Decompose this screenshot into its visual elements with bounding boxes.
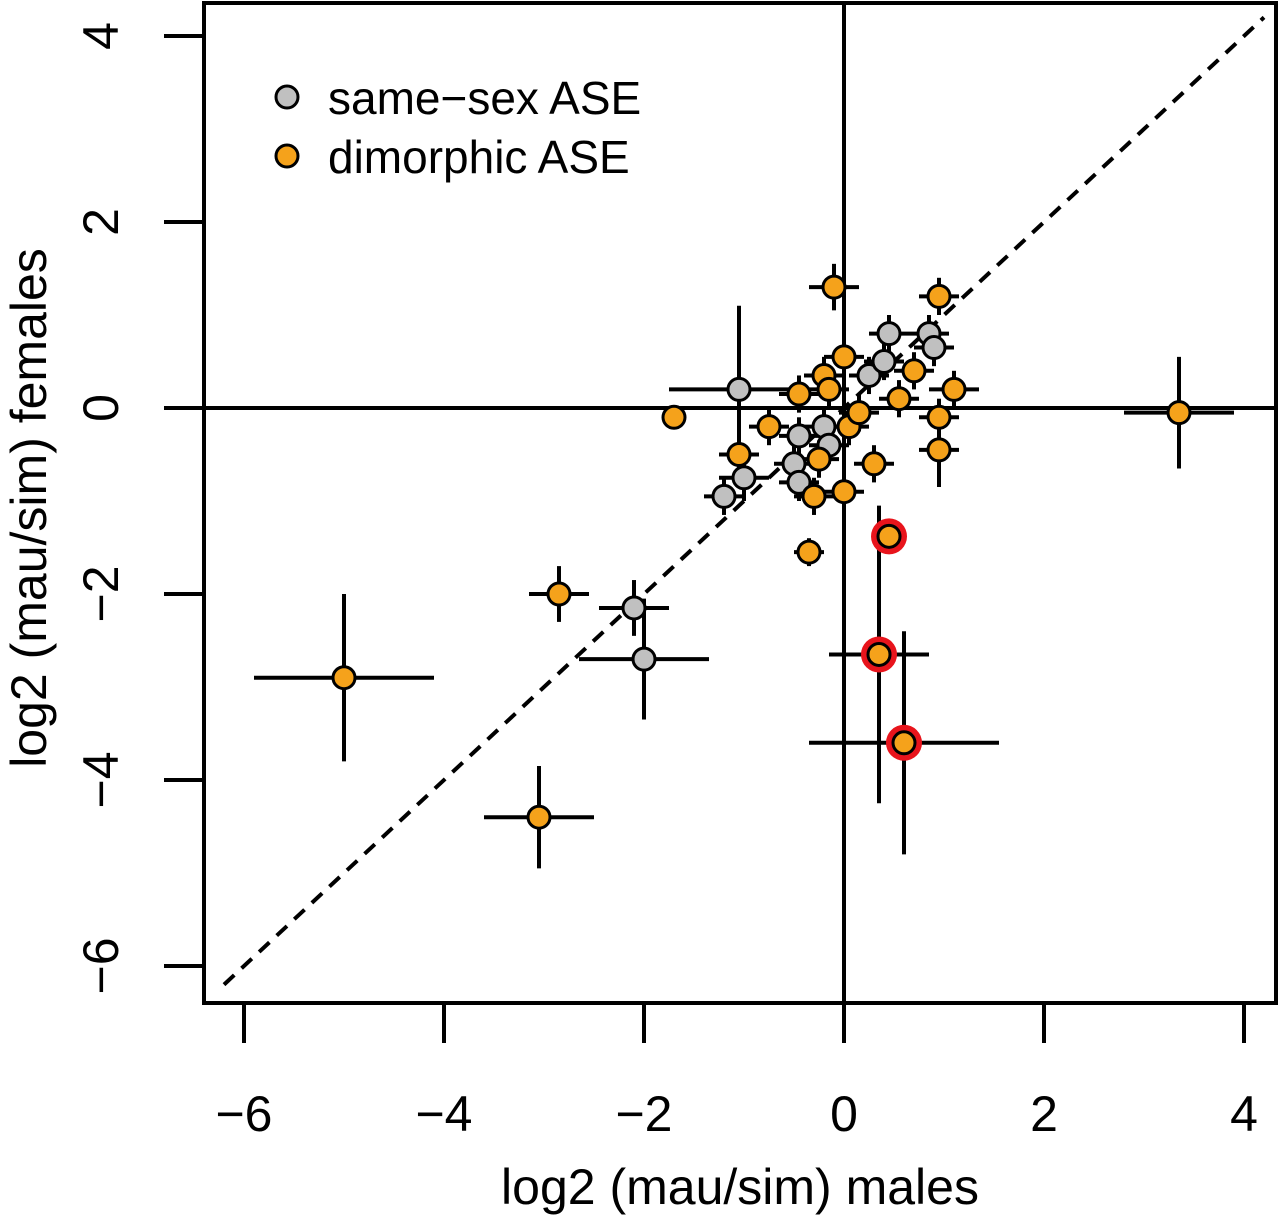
y-tick-label: −2	[73, 565, 129, 622]
dimorphic-point	[941, 376, 967, 402]
dimorphic-point	[846, 400, 872, 426]
data-layer	[204, 3, 1276, 1003]
identity-dashed-line	[222, 15, 1266, 987]
plot-frame	[202, 1, 1278, 1005]
same-sex-point	[726, 376, 752, 402]
legend: same−sex ASE dimorphic ASE	[274, 72, 641, 183]
dimorphic-point	[891, 730, 917, 756]
dimorphic-point	[756, 414, 782, 440]
legend-label-dimorphic: dimorphic ASE	[328, 131, 630, 183]
dimorphic-point	[901, 358, 927, 384]
dimorphic-point	[831, 344, 857, 370]
dimorphic-point	[926, 437, 952, 463]
dimorphic-point	[866, 641, 892, 667]
dimorphic-point	[726, 442, 752, 467]
y-tick-label: 0	[73, 394, 129, 422]
same-sex-point	[786, 469, 812, 495]
dimorphic-point	[926, 283, 952, 309]
x-tick-label: −2	[615, 1086, 672, 1142]
same-sex-point	[621, 595, 647, 621]
same-sex-point	[731, 465, 757, 491]
x-tick-label: 2	[1030, 1086, 1058, 1142]
axes-layer: −6 −4 −2 0 2 4 −6 −4 −2 0 2 4	[73, 22, 1258, 1142]
points-layer	[331, 274, 1192, 830]
dimorphic-point	[926, 404, 952, 430]
dimorphic-point	[831, 479, 857, 505]
y-tick-label: 2	[73, 208, 129, 236]
same-sex-point	[876, 321, 902, 347]
dimorphic-point	[876, 523, 902, 549]
x-axis-title: log2 (mau/sim) males	[501, 1159, 979, 1215]
x-tick-label: 0	[830, 1086, 858, 1142]
same-sex-point	[871, 349, 897, 374]
same-sex-point	[786, 423, 812, 449]
dimorphic-point	[331, 665, 357, 691]
y-tick-label: 4	[73, 22, 129, 50]
x-tick-label: −4	[415, 1086, 472, 1142]
dimorphic-point	[796, 539, 822, 565]
dimorphic-point	[526, 804, 552, 830]
legend-marker-same-sex	[274, 84, 300, 110]
dimorphic-point	[886, 386, 912, 412]
dimorphic-point	[816, 376, 842, 402]
dimorphic-point	[661, 404, 687, 430]
dimorphic-point	[786, 381, 812, 407]
series-1-errorbars	[254, 263, 1234, 869]
y-tick-label: −4	[73, 751, 129, 808]
x-tick-label: −6	[215, 1086, 272, 1142]
dimorphic-point	[821, 274, 847, 300]
dimorphic-point	[806, 446, 832, 472]
dimorphic-point	[546, 581, 572, 607]
same-sex-point	[631, 646, 657, 672]
y-axis-title: log2 (mau/sim) females	[1, 248, 57, 768]
x-tick-label: 4	[1230, 1086, 1258, 1142]
y-tick-label: −6	[73, 937, 129, 994]
dimorphic-point	[801, 483, 827, 509]
same-sex-point	[921, 335, 947, 361]
legend-marker-dimorphic	[274, 143, 300, 169]
legend-label-same-sex: same−sex ASE	[328, 72, 641, 124]
dimorphic-point	[1166, 400, 1192, 426]
same-sex-point	[856, 362, 882, 388]
same-sex-point	[711, 483, 737, 509]
dimorphic-point	[861, 451, 887, 477]
